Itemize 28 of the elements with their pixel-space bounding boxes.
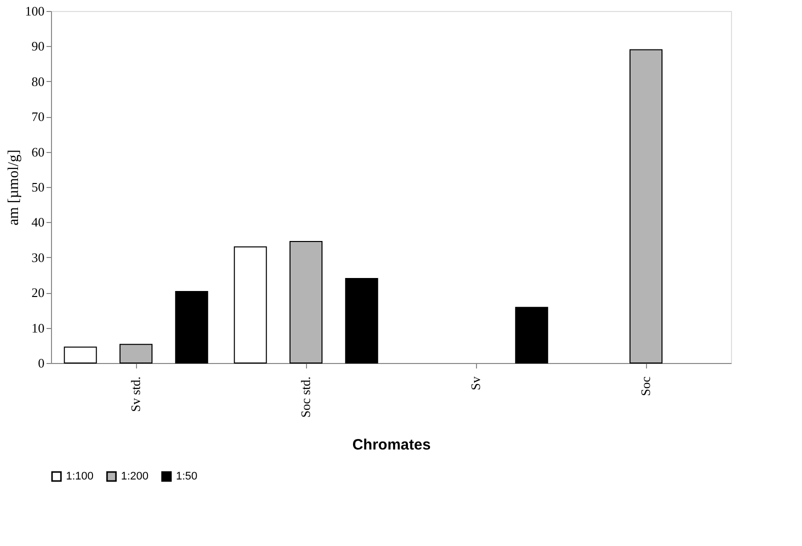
bar: [175, 291, 208, 364]
x-tick-label: Sv: [468, 376, 483, 390]
y-tick-label: 70: [32, 109, 44, 124]
y-tick-label: 90: [32, 38, 44, 54]
bar: [120, 344, 152, 364]
y-tick-label: 50: [32, 180, 44, 194]
y-tick-label: 20: [32, 285, 44, 300]
x-tick-label: Sv std.: [128, 376, 143, 412]
y-tick-label: 10: [32, 320, 44, 336]
legend-label: 1:50: [176, 470, 198, 483]
y-tick-label: 60: [32, 144, 44, 160]
bar: [345, 278, 378, 364]
legend-label: 1:200: [121, 470, 149, 483]
x-tick-label: Soc: [638, 376, 653, 396]
x-axis-title: Chromates: [352, 436, 431, 454]
y-tick-label: 80: [32, 74, 44, 89]
bar: [290, 241, 322, 364]
legend-label: 1:100: [66, 470, 94, 483]
bar: [515, 306, 548, 364]
y-axis-title: am [µmol/g]: [6, 150, 22, 226]
bar: [234, 246, 267, 364]
y-tick-label: 40: [32, 214, 44, 230]
y-tick-label: 0: [38, 356, 44, 370]
bar: [630, 49, 662, 364]
x-tick-label: Soc std.: [298, 376, 313, 418]
bar: [64, 346, 97, 364]
y-tick-label: 30: [32, 250, 44, 265]
y-tick-label: 100: [25, 4, 44, 18]
